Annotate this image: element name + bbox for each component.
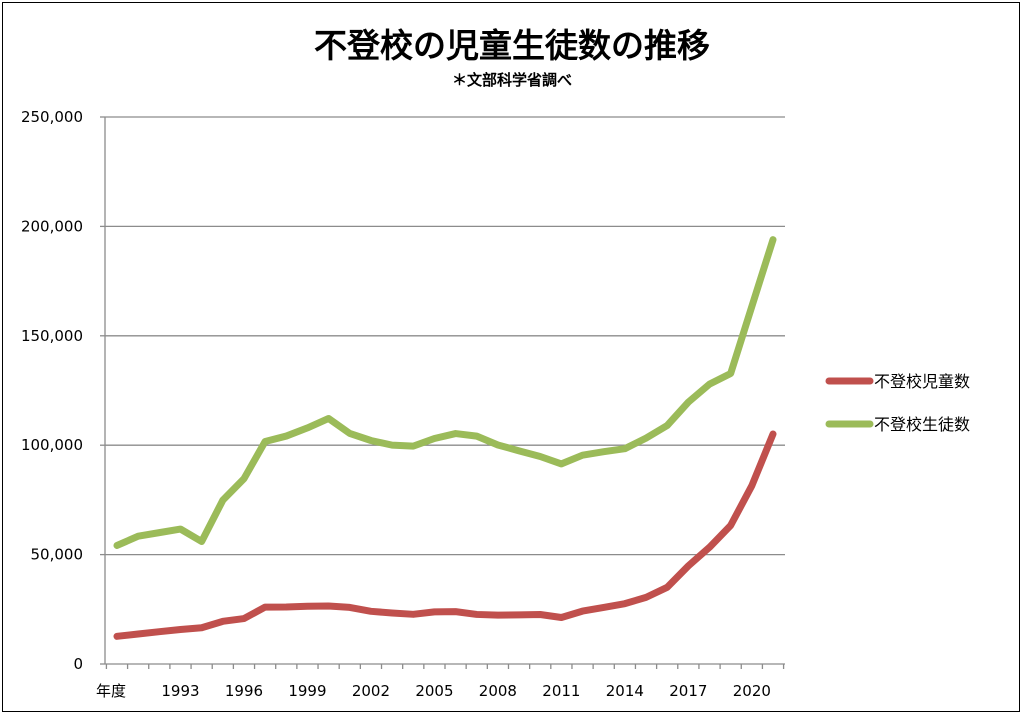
chart-title: 不登校の児童生徒数の推移 (314, 26, 710, 65)
legend-label: 不登校児童数 (874, 372, 970, 391)
x-tick-label: 2002 (352, 682, 390, 700)
x-tick-label: 1999 (288, 682, 326, 700)
y-tick-label: 0 (73, 655, 83, 673)
legend-label: 不登校生徒数 (874, 415, 970, 434)
series-line-1 (113, 430, 777, 640)
x-axis-label: 年度 (96, 682, 126, 700)
x-tick-label: 1996 (225, 682, 263, 700)
y-tick-label: 250,000 (21, 108, 83, 126)
x-tick-label: 2017 (669, 682, 707, 700)
x-tick-label: 2014 (606, 682, 644, 700)
x-tick-label: 2020 (733, 682, 771, 700)
x-tick-label: 1993 (161, 682, 199, 700)
series-line-2 (113, 236, 777, 549)
y-tick-label: 100,000 (21, 436, 83, 454)
x-tick-label: 2011 (542, 682, 580, 700)
chart-subtitle: ＊文部科学省調べ (452, 71, 572, 89)
y-tick-label: 50,000 (31, 546, 84, 564)
x-tick-label: 2008 (479, 682, 517, 700)
x-tick-label: 2005 (415, 682, 453, 700)
y-tick-label: 200,000 (21, 217, 83, 235)
y-tick-label: 150,000 (21, 327, 83, 345)
